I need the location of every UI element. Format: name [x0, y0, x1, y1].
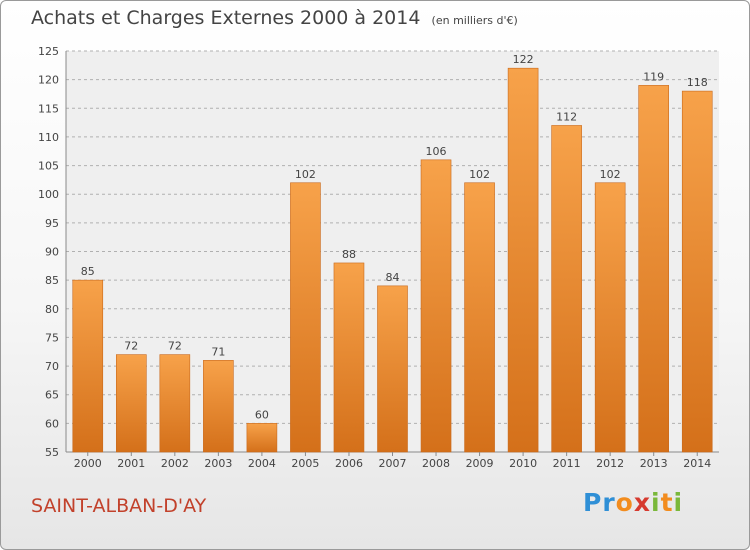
data-label-2003: 71: [211, 345, 225, 358]
x-tick-label-2002: 2002: [161, 457, 189, 470]
data-label-2001: 72: [124, 340, 138, 353]
y-tick-label: 120: [38, 74, 59, 87]
x-tick-label-2010: 2010: [509, 457, 537, 470]
x-tick-label-2012: 2012: [596, 457, 624, 470]
y-tick-label: 105: [38, 160, 59, 173]
y-tick-label: 100: [38, 188, 59, 201]
x-tick-label-2001: 2001: [117, 457, 145, 470]
data-label-2010: 122: [513, 53, 534, 66]
bar-2011: [551, 125, 582, 453]
logo-letter: o: [615, 488, 634, 517]
y-tick-label: 75: [45, 331, 59, 344]
x-tick-label-2014: 2014: [683, 457, 711, 470]
bar-2008: [420, 159, 452, 453]
data-label-2014: 118: [687, 76, 708, 89]
logo-letter: t: [660, 488, 674, 517]
data-label-2005: 102: [295, 168, 316, 181]
y-tick-label: 115: [38, 102, 59, 115]
bar-2000: [72, 279, 104, 453]
y-tick-label: 85: [45, 274, 59, 287]
data-label-2002: 72: [168, 340, 182, 353]
proxiti-logo: Proxiti: [583, 488, 683, 517]
y-tick-label: 55: [45, 446, 59, 459]
x-tick-label-2011: 2011: [553, 457, 581, 470]
y-tick-label: 95: [45, 217, 59, 230]
chart-subtitle: (en milliers d'€): [431, 14, 518, 27]
logo-letter: i: [673, 488, 684, 517]
bar-2002: [159, 354, 191, 453]
data-label-2008: 106: [426, 145, 447, 158]
chart-title: Achats et Charges Externes 2000 à 2014: [31, 7, 421, 29]
bar-2013: [638, 85, 670, 453]
bar-2006: [333, 262, 365, 453]
data-label-2013: 119: [643, 70, 664, 83]
x-tick-label-2013: 2013: [640, 457, 668, 470]
data-label-2006: 88: [342, 248, 356, 261]
bar-2012: [594, 182, 626, 453]
bar-2001: [116, 354, 147, 453]
y-tick-label: 65: [45, 389, 59, 402]
logo-letter: r: [602, 488, 616, 517]
commune-name: SAINT-ALBAN-D'AY: [31, 495, 207, 517]
x-tick-label-2005: 2005: [291, 457, 319, 470]
data-label-2000: 85: [81, 265, 95, 278]
logo-letter: i: [651, 488, 661, 517]
bar-2005: [290, 182, 321, 453]
x-tick-label-2009: 2009: [466, 457, 494, 470]
data-label-2012: 102: [600, 168, 621, 181]
bar-2010: [507, 67, 539, 453]
y-tick-label: 60: [45, 417, 59, 430]
y-tick-label: 80: [45, 303, 59, 316]
x-tick-label-2003: 2003: [204, 457, 232, 470]
title-row: Achats et Charges Externes 2000 à 2014 (…: [31, 7, 518, 29]
logo-letter: P: [583, 488, 603, 517]
bar-2014: [681, 90, 713, 453]
data-label-2011: 112: [556, 110, 577, 123]
x-tick-label-2006: 2006: [335, 457, 363, 470]
bar-2004: [246, 423, 278, 453]
x-tick-label-2007: 2007: [379, 457, 407, 470]
data-label-2009: 102: [469, 168, 490, 181]
x-tick-label-2004: 2004: [248, 457, 276, 470]
y-tick-label: 90: [45, 246, 59, 259]
bar-2007: [377, 285, 408, 453]
data-label-2007: 84: [386, 271, 400, 284]
y-tick-label: 70: [45, 360, 59, 373]
logo-letter: x: [633, 488, 651, 517]
x-tick-label-2000: 2000: [74, 457, 102, 470]
x-tick-label-2008: 2008: [422, 457, 450, 470]
bar-2003: [203, 360, 234, 453]
data-label-2004: 60: [255, 408, 269, 421]
bar-2009: [464, 182, 495, 453]
y-tick-label: 125: [38, 45, 59, 58]
y-tick-label: 110: [38, 131, 59, 144]
